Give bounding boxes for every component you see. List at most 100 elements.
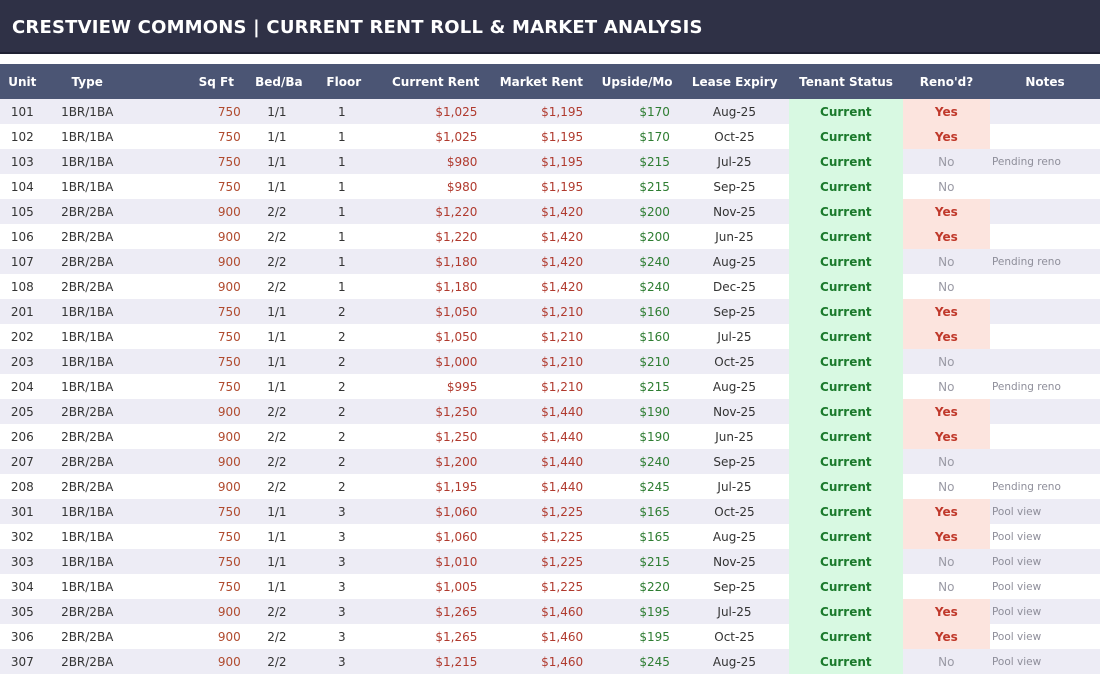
header-unit[interactable]: Unit [8,74,37,89]
cell-type[interactable]: 1BR/1BA [61,179,114,194]
cell-bedba[interactable]: 1/1 [267,154,287,169]
cell-upside[interactable]: $215 [639,154,670,169]
cell-upside[interactable]: $240 [639,454,670,469]
cell-tenant-status[interactable]: Current [788,324,903,349]
cell-renod[interactable]: No [938,154,955,169]
cell-notes[interactable]: Pool view [991,505,1042,518]
cell-notes[interactable] [990,399,1100,424]
cell-renod[interactable]: Yes [902,299,990,324]
cell-notes[interactable] [990,449,1100,474]
cell-floor[interactable]: 3 [338,554,346,569]
cell-bedba[interactable]: 2/2 [267,279,287,294]
cell-unit[interactable]: 302 [10,529,34,544]
cell-sqft[interactable]: 750 [217,304,241,319]
cell-floor[interactable]: 3 [338,629,346,644]
cell-current-rent[interactable]: $1,180 [435,279,478,294]
cell-type[interactable]: 2BR/2BA [61,604,114,619]
cell-renod[interactable]: Yes [902,599,990,624]
cell-market-rent[interactable]: $1,225 [541,529,584,544]
cell-unit[interactable]: 208 [10,479,34,494]
cell-notes[interactable] [990,99,1100,124]
cell-bedba[interactable]: 1/1 [267,554,287,569]
cell-floor[interactable]: 2 [338,354,346,369]
cell-unit[interactable]: 306 [10,629,34,644]
cell-renod[interactable]: No [938,379,955,394]
cell-sqft[interactable]: 900 [217,479,241,494]
cell-tenant-status[interactable]: Current [788,349,903,374]
cell-sqft[interactable]: 750 [217,154,241,169]
cell-tenant-status[interactable]: Current [788,599,903,624]
cell-sqft[interactable]: 750 [217,129,241,144]
cell-market-rent[interactable]: $1,225 [541,554,584,569]
cell-current-rent[interactable]: $1,215 [435,654,478,669]
cell-notes[interactable] [990,424,1100,449]
cell-upside[interactable]: $245 [639,654,670,669]
cell-market-rent[interactable]: $1,195 [541,179,584,194]
header-renod[interactable]: Reno'd? [919,74,974,89]
cell-renod[interactable]: Yes [902,424,990,449]
cell-bedba[interactable]: 1/1 [267,579,287,594]
cell-tenant-status[interactable]: Current [788,399,903,424]
cell-floor[interactable]: 2 [338,404,346,419]
header-floor[interactable]: Floor [326,74,362,89]
cell-lease-expiry[interactable]: Aug-25 [712,654,756,669]
cell-current-rent[interactable]: $980 [446,154,478,169]
cell-unit[interactable]: 303 [10,554,34,569]
cell-upside[interactable]: $195 [639,629,670,644]
cell-market-rent[interactable]: $1,420 [541,204,584,219]
cell-current-rent[interactable]: $980 [446,179,478,194]
cell-lease-expiry[interactable]: Aug-25 [712,379,756,394]
cell-upside[interactable]: $165 [639,529,670,544]
cell-current-rent[interactable]: $1,250 [435,404,478,419]
cell-floor[interactable]: 3 [338,654,346,669]
cell-notes[interactable]: Pending reno [991,155,1061,168]
cell-renod[interactable]: Yes [902,99,990,124]
cell-unit[interactable]: 101 [10,104,34,119]
cell-type[interactable]: 1BR/1BA [61,554,114,569]
cell-sqft[interactable]: 900 [217,654,241,669]
cell-type[interactable]: 1BR/1BA [61,354,114,369]
cell-current-rent[interactable]: $1,050 [435,304,478,319]
cell-type[interactable]: 1BR/1BA [61,154,114,169]
header-tenant-status[interactable]: Tenant Status [799,74,893,89]
cell-type[interactable]: 2BR/2BA [61,279,114,294]
cell-notes[interactable]: Pool view [991,630,1042,643]
cell-sqft[interactable]: 900 [217,429,241,444]
cell-lease-expiry[interactable]: Jul-25 [717,329,752,344]
cell-bedba[interactable]: 2/2 [267,204,287,219]
cell-market-rent[interactable]: $1,440 [541,429,584,444]
cell-lease-expiry[interactable]: Nov-25 [713,554,756,569]
cell-unit[interactable]: 305 [10,604,34,619]
cell-unit[interactable]: 206 [10,429,34,444]
cell-lease-expiry[interactable]: Aug-25 [712,104,756,119]
cell-upside[interactable]: $190 [639,404,670,419]
cell-upside[interactable]: $245 [639,479,670,494]
cell-sqft[interactable]: 900 [217,454,241,469]
cell-sqft[interactable]: 750 [217,529,241,544]
cell-current-rent[interactable]: $1,060 [435,529,478,544]
cell-floor[interactable]: 1 [338,154,346,169]
cell-unit[interactable]: 203 [10,354,34,369]
cell-bedba[interactable]: 1/1 [267,129,287,144]
cell-notes[interactable] [990,199,1100,224]
cell-market-rent[interactable]: $1,440 [541,479,584,494]
cell-sqft[interactable]: 750 [217,579,241,594]
cell-unit[interactable]: 301 [10,504,34,519]
cell-renod[interactable]: No [938,654,955,669]
cell-upside[interactable]: $200 [639,204,670,219]
cell-renod[interactable]: No [938,179,955,194]
cell-renod[interactable]: Yes [902,624,990,649]
cell-upside[interactable]: $220 [639,579,670,594]
cell-tenant-status[interactable]: Current [788,624,903,649]
cell-upside[interactable]: $240 [639,254,670,269]
cell-floor[interactable]: 2 [338,479,346,494]
cell-renod[interactable]: No [938,279,955,294]
cell-notes[interactable]: Pool view [991,580,1042,593]
cell-lease-expiry[interactable]: Sep-25 [713,454,756,469]
cell-notes[interactable] [990,274,1100,299]
cell-type[interactable]: 2BR/2BA [61,254,114,269]
cell-floor[interactable]: 2 [338,329,346,344]
cell-notes[interactable]: Pool view [991,530,1042,543]
cell-type[interactable]: 1BR/1BA [61,579,114,594]
cell-unit[interactable]: 103 [10,154,34,169]
